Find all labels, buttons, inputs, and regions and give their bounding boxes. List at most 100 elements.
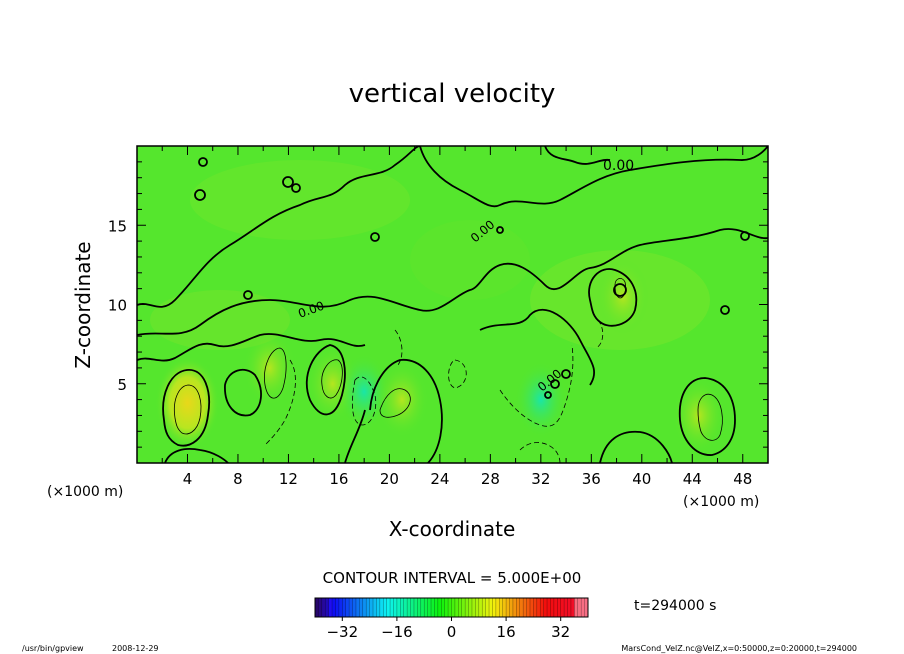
colorbar-segment [519,598,524,617]
colorbar-segment [454,598,459,617]
y-tick-label: 10 [108,297,127,315]
colorbar-segment [318,598,323,617]
x-tick-label: 16 [329,470,348,488]
colorbar-segment [529,598,534,617]
y-tick-label: 5 [117,376,127,394]
colorbar-segment [478,598,483,617]
x-tick-label: 20 [380,470,399,488]
colorbar-segment [516,598,521,617]
footer-program: /usr/bin/gpview [22,644,84,653]
contour-label-zero: 0.00 [603,158,634,174]
colorbar-segment [550,598,555,617]
colorbar-segment [332,598,336,617]
colorbar-segment [468,598,473,617]
colorbar-segment [390,598,394,617]
plot-area: 0.00 0.00 0.00 0.00 [137,146,768,463]
field-background [137,146,768,463]
colorbar-segment [584,598,589,617]
colorbar-segment [461,598,466,617]
colorbar-ticks: −32 −16 0 16 32 [326,617,570,641]
colorbar-segment [359,598,364,617]
colorbar-segment [437,598,442,617]
x-tick-label: 36 [582,470,601,488]
colorbar-segment [434,598,439,617]
colorbar-segment [335,598,340,617]
colorbar-tick-label: 0 [447,623,457,641]
colorbar-segment [420,598,425,617]
colorbar-segment [400,598,405,617]
colorbar-segment [352,598,357,617]
colorbar-segment [369,598,374,617]
y-axis-ticks: 5 10 15 [108,161,768,448]
contour-interval-text: CONTOUR INTERVAL = 5.000E+00 [323,569,582,587]
x-axis-ticks: 4 8 12 16 20 24 28 32 36 40 44 48 [161,146,769,488]
colorbar-segment [379,598,384,617]
colorbar-segment [407,598,411,617]
y-tick-label: 15 [108,217,127,235]
x-tick-label: 24 [430,470,449,488]
colorbar-segment [557,598,561,617]
field-feature-positive [376,361,429,438]
colorbar-segment [431,598,435,617]
colorbar-segment [485,598,490,617]
colorbar-segment [574,598,579,617]
x-tick-label: 12 [279,470,298,488]
colorbar-segment [373,598,377,617]
x-tick-label: 44 [683,470,702,488]
colorbar-segment [547,598,551,617]
colorbar-segment [526,598,531,617]
colorbar-segment [499,598,503,617]
chart-title: vertical velocity [349,79,556,109]
colorbar-segment [448,598,452,617]
colorbar-segment [536,598,541,617]
colorbar-segment [403,598,408,617]
colorbar-segment [512,598,517,617]
colorbar-tick-label: 32 [551,623,570,641]
colorbar-segment [444,598,449,617]
footer-source: MarsCond_VelZ.nc@VelZ,x=0:50000,z=0:2000… [621,644,857,653]
colorbar-segment [570,598,575,617]
colorbar-segment [338,598,343,617]
negative-contours [264,319,604,463]
colorbar-segment [475,598,480,617]
colorbar-segment [325,598,329,617]
colorbar-segment [321,598,326,617]
colorbar-segment [482,598,486,617]
colorbar-segment [458,598,463,617]
colorbar-segment [413,598,418,617]
colorbar-segment [417,598,422,617]
x-unit-right: (×1000 m) [683,494,759,510]
colorbar-segment [506,598,510,617]
x-tick-label: 40 [632,470,651,488]
colorbar-tick-label: −16 [381,623,413,641]
x-axis-label: X-coordinate [389,517,516,541]
colorbar-segment [492,598,497,617]
colorbar-segment [410,598,415,617]
field-feature-positive [243,330,296,406]
colorbar-segment [362,598,367,617]
colorbar-segment [427,598,432,617]
zero-contours [137,146,768,463]
y-axis-label: Z-coordinate [71,241,95,368]
colorbar-segment [386,598,391,617]
colorbar-segment [495,598,500,617]
colorbar-segment [349,598,353,617]
colorbar-segment [451,598,456,617]
colorbar-tick-label: −32 [326,623,358,641]
colorbar-segment [581,598,585,617]
x-tick-label: 28 [481,470,500,488]
colorbar [314,598,589,617]
x-tick-label: 48 [733,470,752,488]
colorbar-segment [355,598,360,617]
colorbar-segment [553,598,558,617]
colorbar-segment [315,598,319,617]
colorbar-segment [489,598,493,617]
colorbar-segment [509,598,514,617]
colorbar-segment [533,598,538,617]
colorbar-segment [345,598,350,617]
colorbar-segment [376,598,381,617]
colorbar-segment [577,598,582,617]
colorbar-segment [396,598,401,617]
colorbar-segment [383,598,387,617]
colorbar-segment [441,598,445,617]
